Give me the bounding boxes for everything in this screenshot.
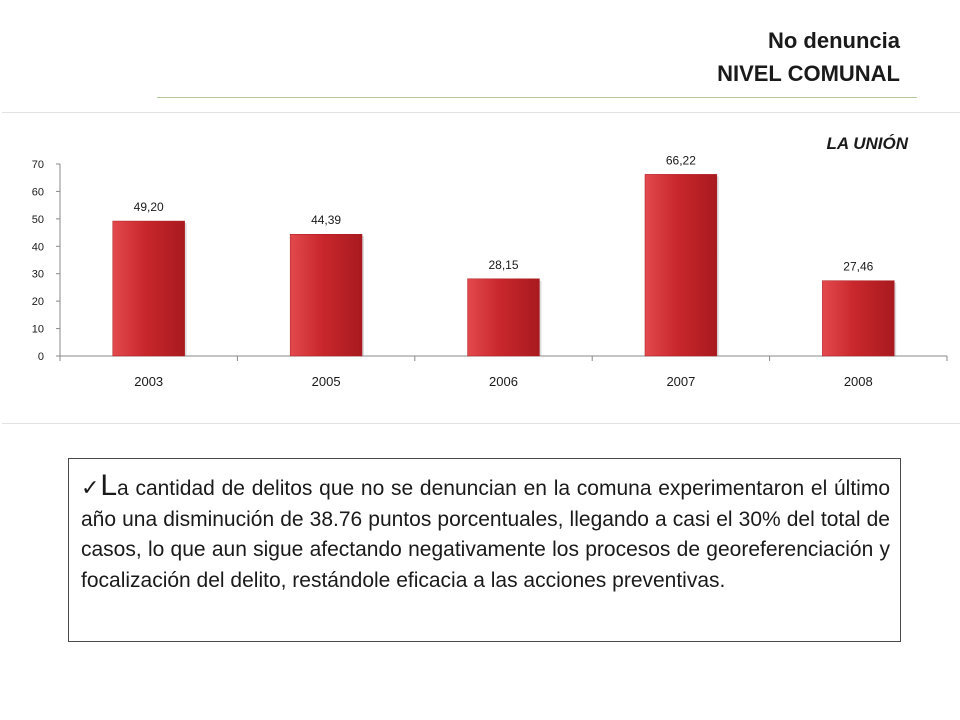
y-tick-label: 10 [32,324,44,336]
x-tick-label: 2007 [666,374,695,389]
data-label: 49,20 [134,200,164,214]
checkmark-icon: ✓ [81,476,101,501]
x-tick-label: 2006 [489,374,518,389]
y-tick-label: 50 [32,214,44,226]
bar-2003 [112,220,185,357]
title-divider [157,97,917,98]
data-label: 28,15 [488,258,518,272]
bar-chart: LA UNIÓN 0 10 20 30 40 50 60 70 49,20 2003 44,39 2… [32,134,948,389]
note-box: ✓La cantidad de delitos que no se denunc… [68,458,901,642]
data-label: 27,46 [843,260,873,274]
x-tick-label: 2003 [134,374,163,389]
chart-bars: 49,20 2003 44,39 2005 28,15 2006 66,22 2007 27,4… [112,153,897,389]
note-first-letter: L [100,469,118,502]
chart-title: LA UNIÓN [826,134,908,153]
y-tick-label: 60 [32,186,44,198]
title-line-1: No denuncia [767,28,900,53]
chart-frame: LA UNIÓN 0 10 20 30 40 50 60 70 49,20 2003 44,39 2… [2,112,960,424]
data-label: 44,39 [311,213,341,227]
y-tick-label: 70 [32,159,44,171]
note-text: a cantidad de delitos que no se denuncia… [81,477,890,592]
bar-2007 [644,174,718,357]
slide-title: No denuncia NIVEL COMUNAL [717,24,900,90]
data-label: 66,22 [666,153,696,167]
y-tick-label: 40 [32,241,44,253]
y-tick-label: 20 [32,296,44,308]
bar-2005 [289,233,363,357]
title-line-2: NIVEL COMUNAL [717,61,900,86]
y-tick-label: 30 [32,269,44,281]
bar-2008 [822,280,895,357]
x-tick-label: 2005 [312,374,341,389]
bar-2006 [467,278,540,357]
x-tick-label: 2008 [844,374,873,389]
chart-axes: 0 10 20 30 40 50 60 70 [32,159,948,363]
y-tick-label: 0 [38,351,44,363]
